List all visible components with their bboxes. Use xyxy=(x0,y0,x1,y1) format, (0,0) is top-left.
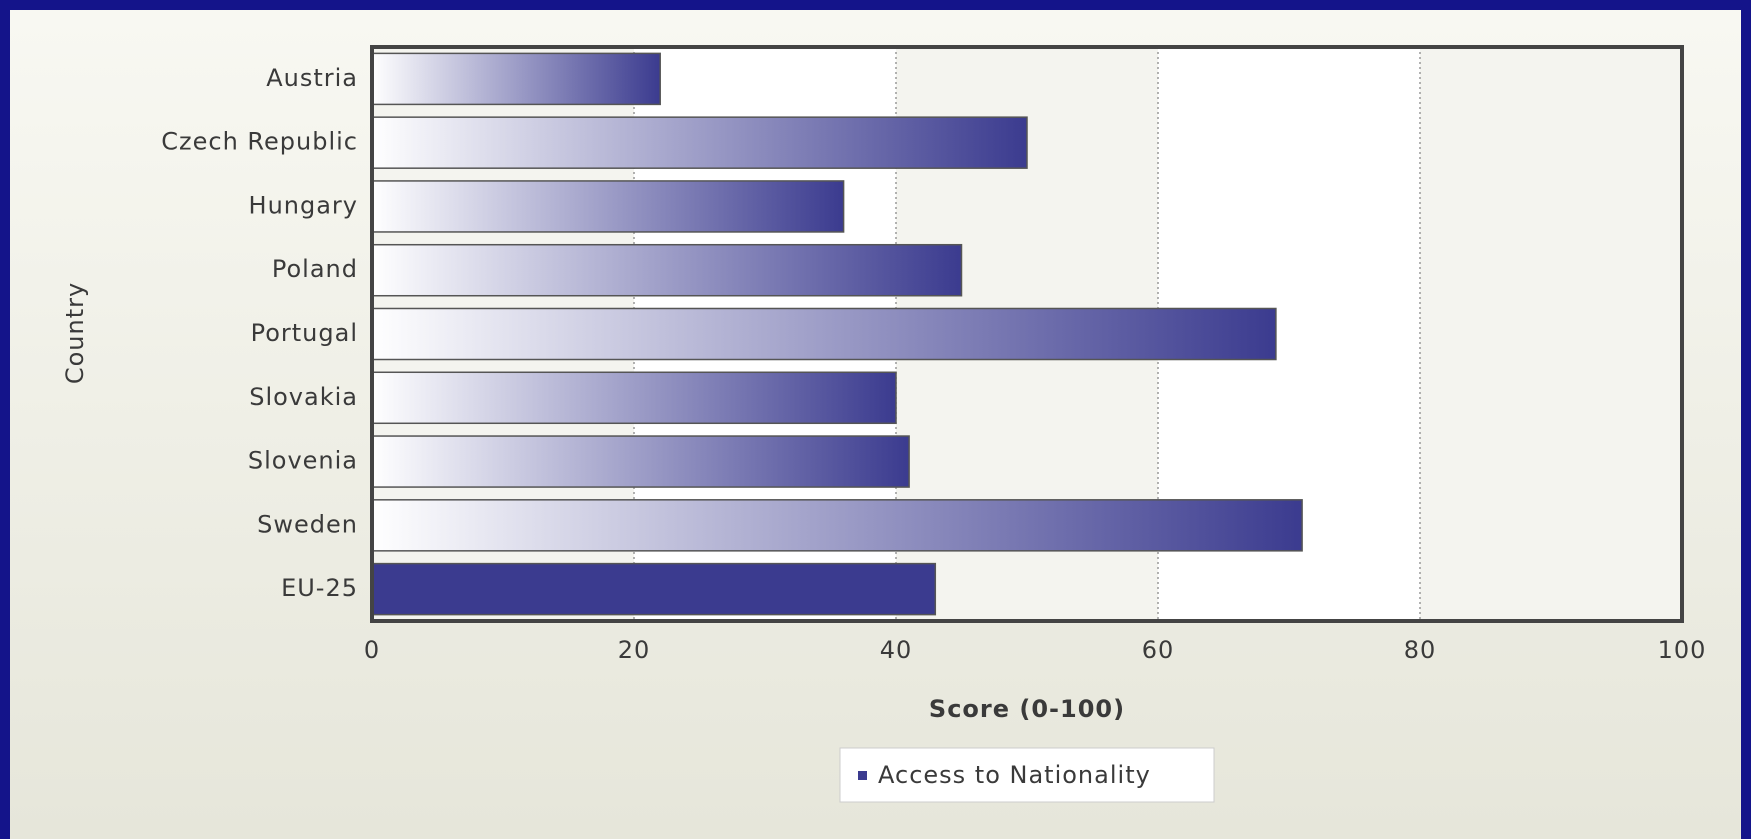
y-tick-label: Slovakia xyxy=(249,383,358,411)
y-tick-label: Sweden xyxy=(257,510,358,538)
legend: Access to Nationality xyxy=(839,747,1215,803)
y-tick-label: Hungary xyxy=(249,191,358,219)
y-tick-label: Portugal xyxy=(251,319,358,347)
y-tick-label: Czech Republic xyxy=(161,128,358,156)
y-tick-label: Austria xyxy=(266,64,358,92)
bar xyxy=(371,307,1277,361)
x-axis-title: Score (0-100) xyxy=(929,695,1125,723)
x-tick-label: 0 xyxy=(364,636,380,664)
x-tick-label: 60 xyxy=(1142,636,1175,664)
legend-swatch xyxy=(858,771,867,780)
bar xyxy=(371,562,937,616)
x-tick-label: 80 xyxy=(1404,636,1437,664)
legend-label: Access to Nationality xyxy=(878,761,1151,789)
bar xyxy=(371,435,910,488)
x-tick-label: 20 xyxy=(618,636,651,664)
x-tick-label: 40 xyxy=(880,636,913,664)
bar xyxy=(371,371,897,425)
y-tick-label: Slovenia xyxy=(248,447,358,475)
y-axis-title: Country xyxy=(61,282,89,384)
bar xyxy=(371,52,661,106)
y-tick-label: Poland xyxy=(272,255,358,283)
bar xyxy=(371,116,1028,169)
plot-band xyxy=(1420,47,1682,621)
bar xyxy=(371,243,963,297)
bar xyxy=(371,499,1303,552)
bar xyxy=(371,180,845,233)
plot-frame xyxy=(370,45,1684,623)
legend-box xyxy=(839,747,1215,803)
x-tick-label: 100 xyxy=(1658,636,1707,664)
y-tick-label: EU-25 xyxy=(281,574,358,602)
